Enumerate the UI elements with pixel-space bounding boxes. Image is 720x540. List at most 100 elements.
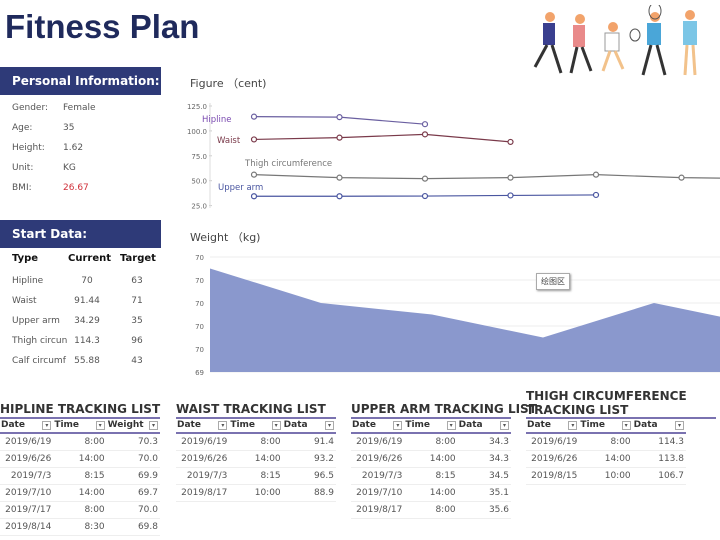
table-row[interactable]: 2019/6/26 14:00 34.3	[351, 451, 511, 468]
filter-dropdown-icon[interactable]: ▾	[95, 421, 105, 430]
table-row[interactable]: 2019/8/14 8:30 69.8	[0, 519, 160, 536]
table-row[interactable]: 2019/7/3 8:15 96.5	[176, 468, 336, 485]
column-header: Data ▾	[633, 419, 686, 432]
table-cell: 35.6	[488, 505, 509, 515]
column-header: Time ▾	[404, 419, 457, 432]
table-cell: 14:00	[78, 454, 105, 464]
table-row[interactable]: 2019/8/17 8:00 35.6	[351, 502, 511, 519]
info-label: Height:	[12, 143, 45, 153]
table-cell: 14:00	[78, 488, 105, 498]
table-row[interactable]: 2019/6/19 8:00 34.3	[351, 434, 511, 451]
column-header: Time ▾	[229, 419, 282, 432]
table-row[interactable]: 2019/6/26 14:00 113.8	[526, 451, 686, 468]
data-point[interactable]	[250, 136, 258, 143]
table-row[interactable]: 2019/8/15 10:00 106.7	[526, 468, 686, 485]
start-type: Calf circumf	[12, 356, 66, 366]
table-cell: 2019/8/14	[5, 522, 52, 532]
filter-dropdown-icon[interactable]: ▾	[271, 421, 281, 430]
table-row[interactable]: 2019/8/17 10:00 88.9	[176, 485, 336, 502]
data-point[interactable]	[421, 131, 429, 138]
column-label: Data	[458, 420, 483, 430]
start-cell: 55.88	[74, 356, 100, 366]
series-line-waist[interactable]	[253, 133, 511, 143]
data-point[interactable]	[507, 174, 514, 181]
filter-dropdown-icon[interactable]: ▾	[148, 421, 158, 430]
table-cell: 88.9	[313, 488, 334, 498]
column-label: Time	[230, 420, 256, 430]
table-header: Date ▾ Time ▾ Data ▾	[176, 419, 336, 434]
figure-chart[interactable]: 125.0 100.0 75.0 50.0 25.0 Hipline Waist Thigh …	[180, 95, 720, 215]
data-point[interactable]	[250, 171, 258, 178]
table-row[interactable]: 2019/6/19 8:00 70.3	[0, 434, 160, 451]
filter-dropdown-icon[interactable]: ▾	[393, 421, 403, 430]
data-point[interactable]	[592, 171, 600, 178]
data-point[interactable]	[336, 114, 343, 121]
table-row[interactable]: 2019/6/26 14:00 93.2	[176, 451, 336, 468]
table-row[interactable]: 2019/7/3 8:15 69.9	[0, 468, 160, 485]
table-cell: 2019/6/26	[181, 454, 228, 464]
start-cell: 96	[131, 336, 143, 346]
filter-dropdown-icon[interactable]: ▾	[446, 421, 456, 430]
weight-chart[interactable]: 70 70 70 70 70 69	[180, 248, 720, 380]
start-col-header: Target	[120, 253, 156, 264]
figure-chart-title: Figure （cent)	[190, 77, 267, 90]
table-row[interactable]: 2019/7/3 8:15 34.5	[351, 468, 511, 485]
y-tick-label: 69	[195, 369, 204, 377]
start-type: Upper arm	[12, 316, 60, 326]
data-point[interactable]	[678, 174, 685, 181]
table-cell: 2019/6/26	[356, 454, 403, 464]
weight-area[interactable]	[210, 268, 720, 373]
y-tick-label: 75.0	[191, 153, 207, 161]
data-point[interactable]	[421, 175, 429, 182]
table-cell: 70.3	[137, 437, 158, 447]
info-label: Unit:	[12, 163, 34, 173]
runners-illustration	[533, 5, 697, 76]
table-row[interactable]: 2019/7/10 14:00 69.7	[0, 485, 160, 502]
start-col-header: Type	[12, 253, 39, 264]
filter-dropdown-icon[interactable]: ▾	[42, 421, 52, 430]
series-label: Upper arm	[218, 183, 263, 193]
filter-dropdown-icon[interactable]: ▾	[218, 421, 228, 430]
data-point[interactable]	[592, 191, 600, 199]
y-tick-label: 70	[195, 254, 204, 262]
table-cell: 2019/8/17	[356, 505, 403, 515]
table-row[interactable]: 2019/7/17 8:00 70.0	[0, 502, 160, 519]
info-value[interactable]: Female	[63, 103, 96, 113]
start-cell: 114.3	[74, 336, 100, 346]
start-type: Hipline	[12, 276, 44, 286]
data-point[interactable]	[250, 113, 258, 120]
info-label: Gender:	[12, 103, 49, 113]
table-cell: 70.0	[137, 505, 158, 515]
table-row[interactable]: 2019/6/19 8:00 114.3	[526, 434, 686, 451]
column-header: Date ▾	[0, 419, 53, 432]
filter-dropdown-icon[interactable]: ▾	[568, 421, 578, 430]
filter-dropdown-icon[interactable]: ▾	[499, 421, 509, 430]
filter-dropdown-icon[interactable]: ▾	[674, 421, 684, 430]
table-cell: 2019/7/17	[5, 505, 52, 515]
info-value[interactable]: 35	[63, 123, 75, 133]
info-value[interactable]: 26.67	[63, 183, 89, 193]
data-point[interactable]	[336, 134, 343, 141]
data-point[interactable]	[250, 193, 258, 200]
start-type: Thigh circun	[12, 336, 68, 346]
table-cell: 8:00	[84, 437, 105, 447]
info-value[interactable]: KG	[63, 163, 76, 173]
data-point[interactable]	[421, 192, 429, 200]
filter-dropdown-icon[interactable]: ▾	[621, 421, 631, 430]
data-point[interactable]	[421, 121, 429, 128]
table-row[interactable]: 2019/6/19 8:00 91.4	[176, 434, 336, 451]
data-point[interactable]	[336, 193, 343, 200]
table-cell: 8:30	[84, 522, 105, 532]
column-label: Time	[54, 420, 80, 430]
filter-dropdown-icon[interactable]: ▾	[324, 421, 334, 430]
data-point[interactable]	[507, 138, 514, 146]
data-point[interactable]	[336, 174, 343, 181]
data-point[interactable]	[507, 192, 514, 199]
table-row[interactable]: 2019/7/10 14:00 35.1	[351, 485, 511, 502]
tracking-table: WAIST TRACKING LIST Date ▾ Time ▾ Data ▾ 2019/6…	[176, 402, 336, 502]
start-cell: 63	[131, 276, 143, 286]
series-line-thigh-circumference[interactable]	[253, 174, 720, 180]
table-cell: 10:00	[254, 488, 281, 498]
table-row[interactable]: 2019/6/26 14:00 70.0	[0, 451, 160, 468]
info-value[interactable]: 1.62	[63, 143, 84, 153]
